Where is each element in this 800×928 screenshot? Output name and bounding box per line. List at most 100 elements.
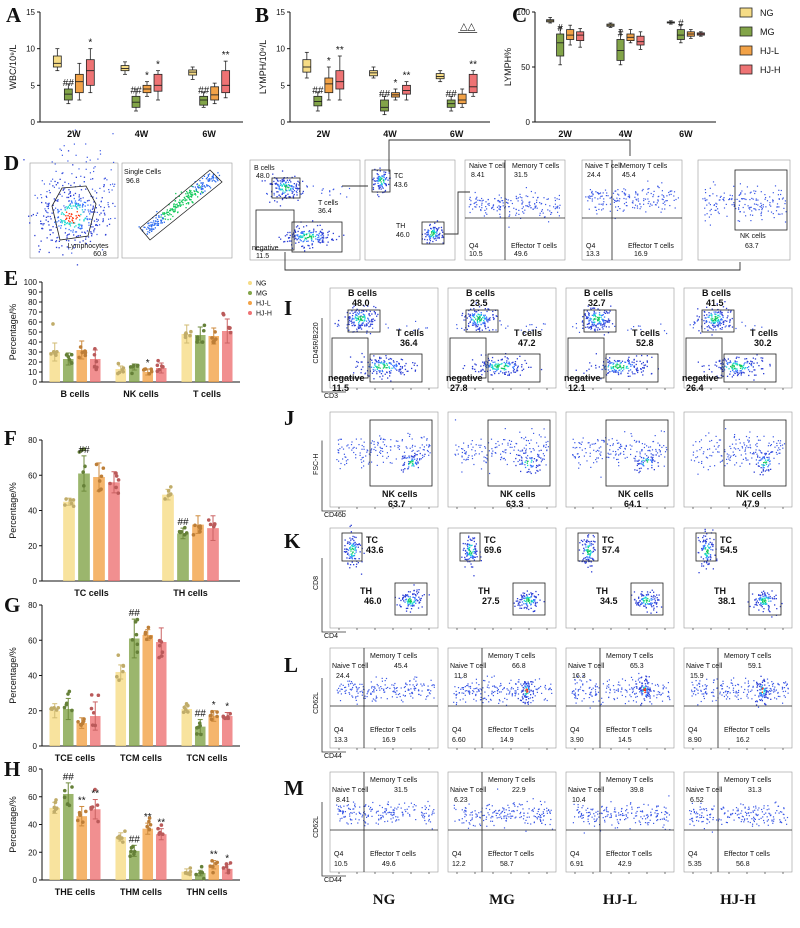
- event-dot: [601, 439, 603, 441]
- event-dot: [88, 199, 90, 202]
- event-dot: [627, 196, 629, 198]
- event-dot: [148, 231, 151, 234]
- event-dot: [401, 359, 404, 361]
- event-dot: [491, 367, 494, 369]
- data-point: [213, 330, 217, 334]
- event-dot: [346, 311, 348, 314]
- event-dot: [83, 201, 85, 203]
- event-dot: [596, 449, 599, 451]
- event-dot: [377, 182, 379, 184]
- event-dot: [46, 205, 48, 207]
- event-dot: [296, 235, 299, 237]
- event-dot: [768, 460, 771, 463]
- event-dot: [728, 454, 730, 456]
- event-dot: [704, 214, 706, 216]
- event-dot: [294, 229, 296, 232]
- event-dot: [191, 185, 193, 187]
- event-dot: [361, 324, 364, 326]
- event-dot: [494, 365, 496, 367]
- event-dot: [56, 221, 58, 223]
- event-dot: [710, 208, 712, 210]
- event-dot: [288, 186, 290, 189]
- significance-mark: ##: [130, 85, 142, 96]
- data-point: [148, 822, 153, 827]
- event-dot: [335, 238, 338, 241]
- event-dot: [205, 178, 208, 180]
- event-dot: [637, 194, 639, 196]
- event-dot: [778, 463, 780, 465]
- event-dot: [729, 198, 731, 200]
- event-dot: [96, 224, 99, 227]
- event-dot: [726, 317, 728, 319]
- event-dot: [638, 467, 641, 470]
- event-dot: [558, 215, 560, 217]
- event-dot: [745, 435, 748, 438]
- event-dot: [359, 318, 362, 320]
- event-dot: [371, 461, 373, 463]
- event-dot: [476, 196, 478, 198]
- event-dot: [607, 456, 609, 458]
- event-dot: [598, 318, 600, 320]
- event-dot: [478, 306, 481, 308]
- event-dot: [657, 196, 659, 198]
- event-dot: [377, 441, 379, 443]
- event-dot: [68, 217, 71, 220]
- event-dot: [593, 449, 595, 451]
- event-dot: [717, 318, 719, 321]
- event-dot: [620, 368, 622, 370]
- event-dot: [530, 458, 532, 460]
- event-dot: [715, 313, 717, 315]
- event-dot: [368, 461, 370, 463]
- event-dot: [534, 203, 536, 205]
- event-dot: [411, 465, 413, 467]
- event-dot: [424, 233, 426, 235]
- gate-value: 32.7: [588, 298, 606, 308]
- event-dot: [642, 459, 644, 462]
- event-dot: [705, 321, 707, 323]
- event-dot: [114, 217, 116, 219]
- event-dot: [94, 211, 96, 213]
- event-dot: [508, 374, 510, 376]
- event-dot: [38, 251, 40, 253]
- event-dot: [689, 324, 691, 326]
- event-dot: [75, 202, 78, 204]
- event-dot: [719, 313, 721, 315]
- event-dot: [779, 440, 782, 442]
- event-dot: [495, 329, 497, 331]
- data-point: [209, 717, 214, 722]
- event-dot: [211, 175, 213, 178]
- event-dot: [722, 323, 725, 325]
- bar-body: [63, 501, 75, 581]
- event-dot: [361, 448, 363, 450]
- event-dot: [412, 461, 414, 463]
- significance-mark-triangles: △△: [460, 22, 476, 33]
- event-dot: [664, 451, 667, 453]
- event-dot: [638, 463, 640, 465]
- event-dot: [738, 194, 740, 196]
- event-dot: [367, 450, 369, 452]
- event-dot: [595, 318, 597, 320]
- event-dot: [329, 194, 331, 196]
- event-dot: [382, 370, 384, 373]
- event-dot: [264, 180, 266, 182]
- event-dot: [400, 469, 403, 471]
- event-dot: [544, 436, 546, 438]
- event-dot: [732, 365, 734, 367]
- event-dot: [657, 462, 659, 464]
- event-dot: [53, 186, 55, 188]
- event-dot: [623, 192, 625, 194]
- event-dot: [720, 455, 722, 457]
- event-dot: [283, 180, 285, 182]
- data-point: [221, 311, 225, 316]
- event-dot: [483, 317, 485, 320]
- data-point: [211, 870, 215, 875]
- event-dot: [302, 245, 304, 247]
- event-dot: [727, 456, 729, 458]
- event-dot: [34, 234, 36, 237]
- event-dot: [351, 315, 354, 317]
- event-dot: [404, 456, 406, 458]
- gate-b-cells: [271, 177, 301, 199]
- event-dot: [406, 325, 408, 327]
- event-dot: [595, 191, 597, 193]
